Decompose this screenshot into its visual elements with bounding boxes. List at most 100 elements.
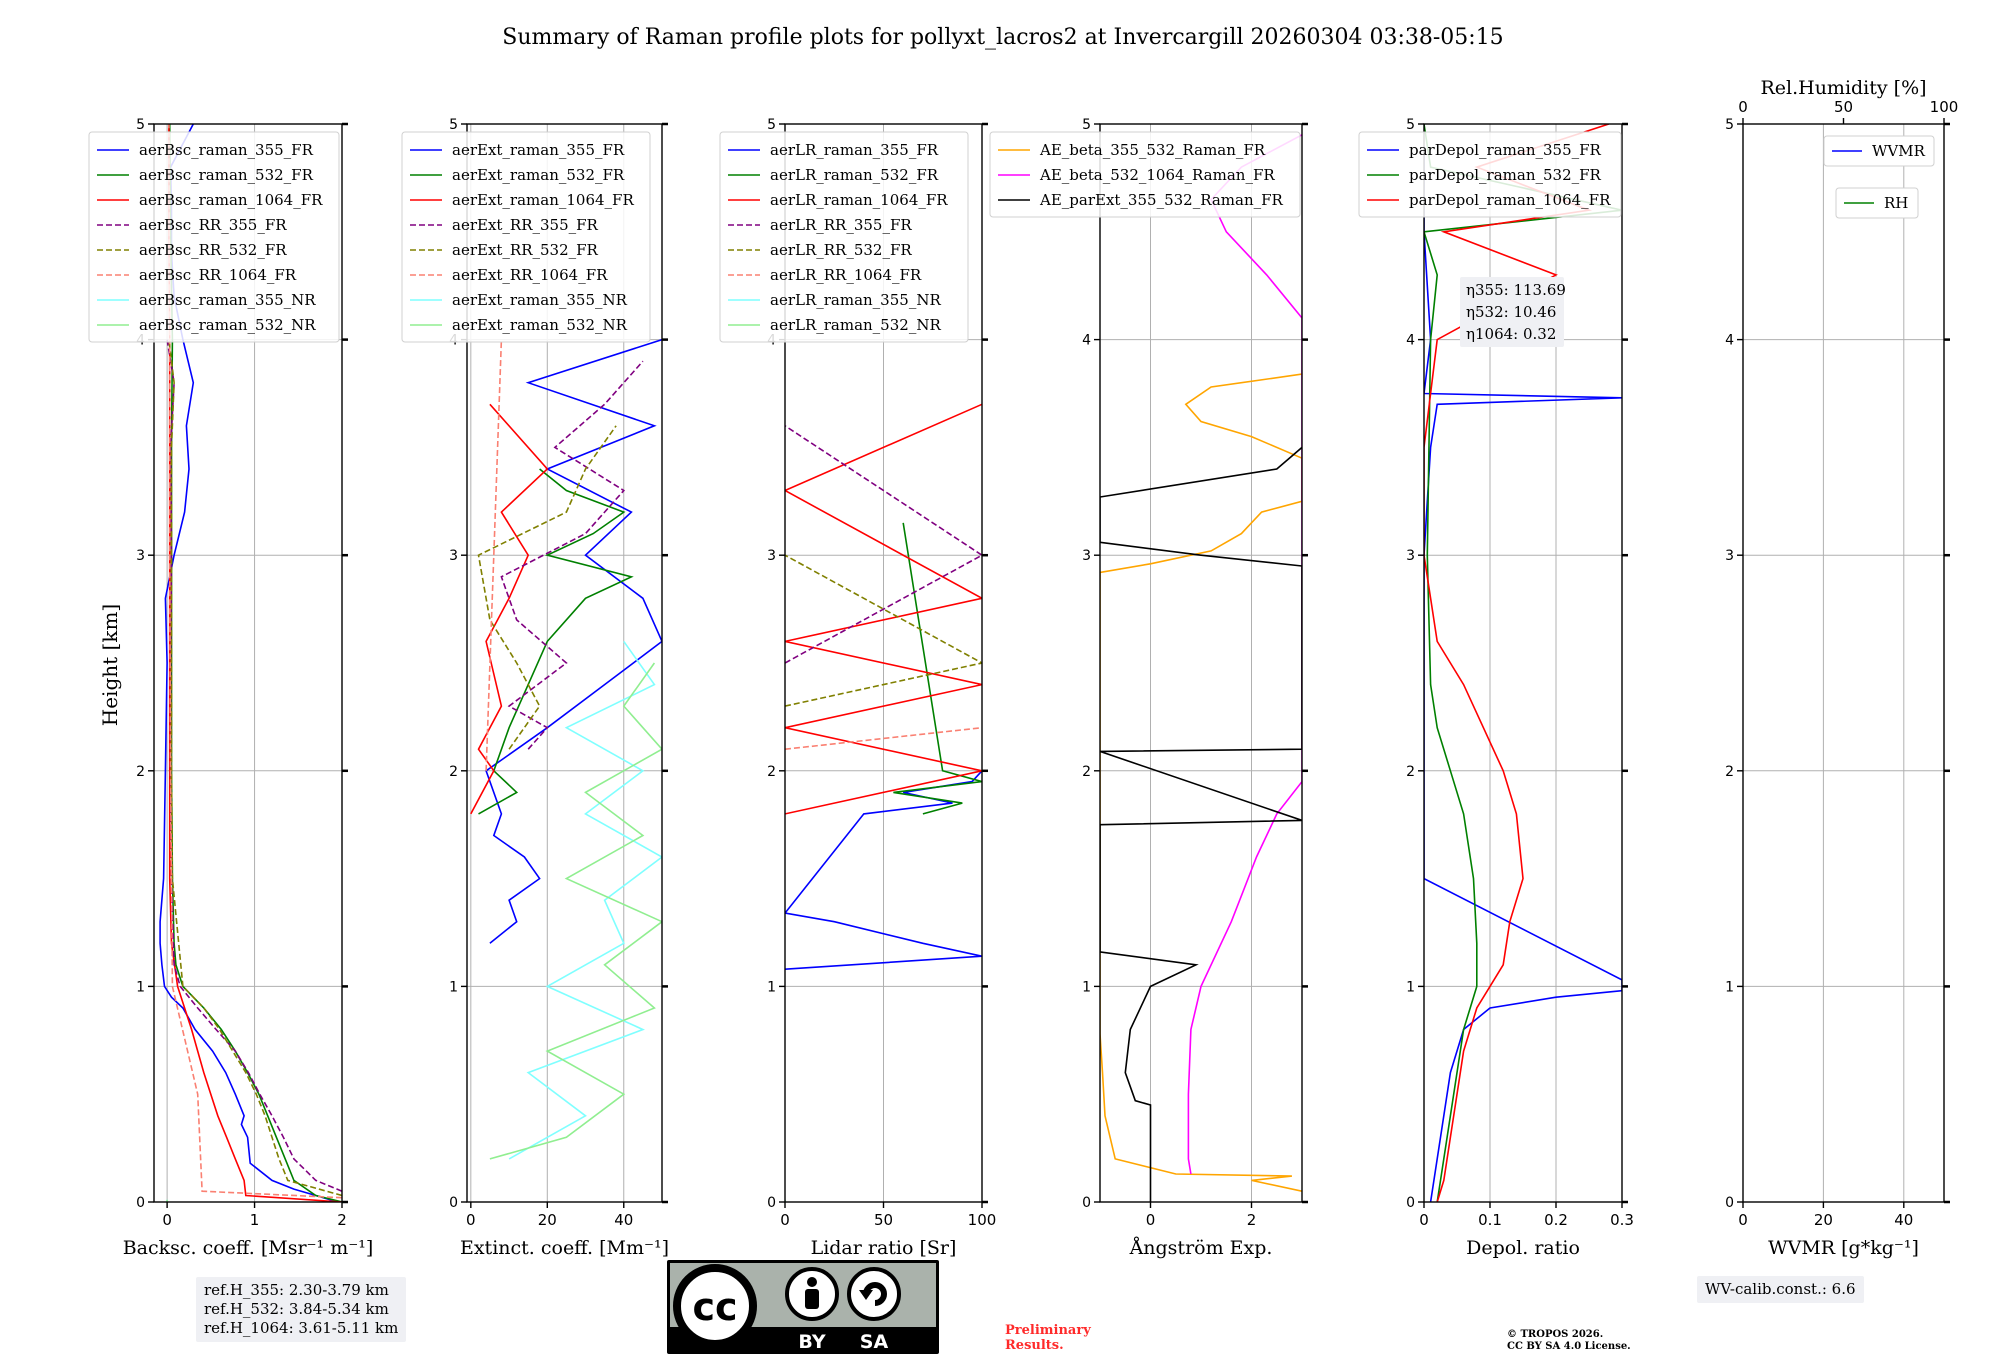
x-axis-label: Depol. ratio xyxy=(1466,1237,1580,1259)
cc-sa-label: SA xyxy=(860,1331,889,1353)
series-line-aerExt_RR_355_FR xyxy=(500,360,644,750)
x-axis-label: Extinct. coeff. [Mm⁻¹] xyxy=(460,1237,669,1259)
series-line-aerLR_RR_1064_FR xyxy=(785,726,982,750)
depol-annotation: η355: 113.69 η532: 10.46 η1064: 0.32 xyxy=(1460,277,1566,347)
legend-entry: RH xyxy=(1884,194,1908,212)
legend-entry: aerBsc_raman_532_NR xyxy=(139,316,316,334)
legend-entry: parDepol_raman_355_FR xyxy=(1409,141,1602,159)
series-line-aerExt_raman_355_FR xyxy=(485,338,662,944)
series-line-aerLR_raman_1064_FR xyxy=(785,403,982,815)
y-tick-label: 0 xyxy=(1082,1195,1091,1211)
series-line-parDepol_raman_355_FR xyxy=(1424,145,1622,1202)
x-tick-label: 0 xyxy=(1738,1211,1748,1229)
x-tick-label: 0 xyxy=(1146,1211,1156,1229)
y-tick-label: 1 xyxy=(1082,979,1091,995)
y-tick-label: 1 xyxy=(449,979,458,995)
y-tick-label: 4 xyxy=(1082,333,1091,349)
x-tick-label: 0 xyxy=(780,1211,790,1229)
y-tick-label: 0 xyxy=(136,1195,145,1211)
y-tick-label: 2 xyxy=(767,764,776,780)
y-tick-label: 3 xyxy=(1082,548,1091,564)
series-line-aerLR_raman_532_FR xyxy=(893,522,982,815)
legend-entry: AE_beta_355_532_Raman_FR xyxy=(1039,141,1266,159)
y-tick-label: 4 xyxy=(1725,333,1734,349)
y-tick-label: 2 xyxy=(1082,764,1091,780)
ref-height-355: ref.H_355: 2.30-3.79 km xyxy=(204,1281,389,1299)
series-line-aerLR_RR_355_FR xyxy=(785,425,982,664)
series-line-AE_beta_355_532_Raman_FR xyxy=(1100,373,1302,1192)
y-tick-label: 3 xyxy=(136,548,145,564)
share-alike-icon xyxy=(847,1267,901,1321)
legend-entry: aerExt_raman_532_FR xyxy=(452,166,625,184)
panel-extinction: 01234502040Extinct. coeff. [Mm⁻¹]aerExt_… xyxy=(401,117,669,1259)
legend-entry: aerExt_raman_532_NR xyxy=(452,316,628,334)
series-line-parDepol_raman_1064_FR xyxy=(1424,124,1610,1202)
figure-title: Summary of Raman profile plots for polly… xyxy=(502,25,1503,50)
legend: aerExt_raman_355_FR aerExt_raman_532_FRae… xyxy=(401,131,651,343)
legend-entry: aerExt_RR_1064_FR xyxy=(452,266,608,284)
legend-entry: aerExt_raman_355_FR xyxy=(452,141,625,159)
series-line-aerExt_raman_532_FR xyxy=(478,468,634,815)
x-axis-label: WVMR [g*kg⁻¹] xyxy=(1768,1237,1919,1259)
legend-entry: aerLR_raman_1064_FR xyxy=(770,191,948,209)
x-tick-label: 20 xyxy=(1814,1211,1833,1229)
x-tick-label: 50 xyxy=(874,1211,893,1229)
legend-entry: aerBsc_RR_532_FR xyxy=(139,241,287,259)
y-tick-label: 3 xyxy=(1406,548,1415,564)
series-line-AE_parExt_355_532_Raman_FR xyxy=(1100,446,1302,1202)
axes-frame xyxy=(466,123,663,1203)
legend-entry: aerExt_raman_1064_FR xyxy=(452,191,634,209)
y-tick-label: 3 xyxy=(1725,548,1734,564)
legend: aerBsc_raman_355_FR aerBsc_raman_532_FRae… xyxy=(88,131,340,343)
x-tick-label: 20 xyxy=(538,1211,557,1229)
x-tick-label: 2 xyxy=(337,1211,347,1229)
series-line-aerBsc_RR_1064_FR xyxy=(168,124,342,1199)
eta-value: η532: 10.46 xyxy=(1466,303,1556,321)
y-tick-label: 0 xyxy=(1406,1195,1415,1211)
legend-entry: parDepol_raman_532_FR xyxy=(1409,166,1602,184)
cc-by-label: BY xyxy=(798,1331,825,1353)
panel-backscatter: 012345012Backsc. coeff. [Msr⁻¹ m⁻¹]aerBs… xyxy=(88,117,373,1259)
cc-logo-icon xyxy=(673,1264,757,1348)
legend-entry: aerExt_raman_355_NR xyxy=(452,291,628,309)
legend-entry: aerBsc_raman_1064_FR xyxy=(139,191,323,209)
ref-heights-box: ref.H_355: 2.30-3.79 km ref.H_532: 3.84-… xyxy=(196,1277,407,1342)
y-tick-label: 5 xyxy=(449,117,458,133)
preliminary-line-1: Preliminary xyxy=(1005,1323,1091,1338)
copyright-line-1: © TROPOS 2026. xyxy=(1507,1329,1604,1340)
y-tick-label: 0 xyxy=(1725,1195,1734,1211)
ref-height-532: ref.H_532: 3.84-5.34 km xyxy=(204,1300,389,1318)
y-tick-label: 2 xyxy=(1725,764,1734,780)
y-tick-label: 2 xyxy=(1406,764,1415,780)
legend-entry: aerLR_RR_355_FR xyxy=(770,216,912,234)
ref-height-1064: ref.H_1064: 3.61-5.11 km xyxy=(204,1319,399,1337)
wv-calib-box: WV-calib.const.: 6.6 xyxy=(1697,1276,1864,1303)
y-tick-label: 1 xyxy=(136,979,145,995)
legend: WVMR xyxy=(1823,135,1935,167)
y-tick-label: 0 xyxy=(767,1195,776,1211)
series-line-aerExt_RR_532_FR xyxy=(477,425,617,750)
legend-entry: aerBsc_raman_355_NR xyxy=(139,291,316,309)
x-tick-label: 0.2 xyxy=(1544,1211,1568,1229)
legend-entry: aerBsc_RR_1064_FR xyxy=(139,266,297,284)
x-axis-label: Lidar ratio [Sr] xyxy=(811,1237,957,1259)
legend-entry: aerLR_raman_355_NR xyxy=(770,291,941,309)
legend: RH xyxy=(1835,187,1919,219)
axes-frame xyxy=(1423,123,1623,1203)
x-tick-label: 0.1 xyxy=(1478,1211,1502,1229)
legend-entry: AE_parExt_355_532_Raman_FR xyxy=(1039,191,1284,209)
y-tick-label: 5 xyxy=(136,117,145,133)
series-line-aerExt_raman_1064_FR xyxy=(470,403,549,815)
x-axis-label: Ångström Exp. xyxy=(1129,1237,1273,1259)
y-tick-label: 1 xyxy=(767,979,776,995)
series-line-AE_beta_532_1064_Raman_FR xyxy=(1187,134,1302,1175)
legend-entry: aerExt_RR_532_FR xyxy=(452,241,599,259)
eta-value: η1064: 0.32 xyxy=(1466,325,1556,343)
y-tick-label: 5 xyxy=(1725,117,1734,133)
legend-entry: aerBsc_raman_355_FR xyxy=(139,141,314,159)
legend: aerLR_raman_355_FR aerLR_raman_532_FR aerL… xyxy=(719,131,969,343)
legend-entry: aerLR_RR_532_FR xyxy=(770,241,912,259)
legend-entry: aerLR_raman_532_FR xyxy=(770,166,939,184)
axes-frame xyxy=(153,123,343,1203)
